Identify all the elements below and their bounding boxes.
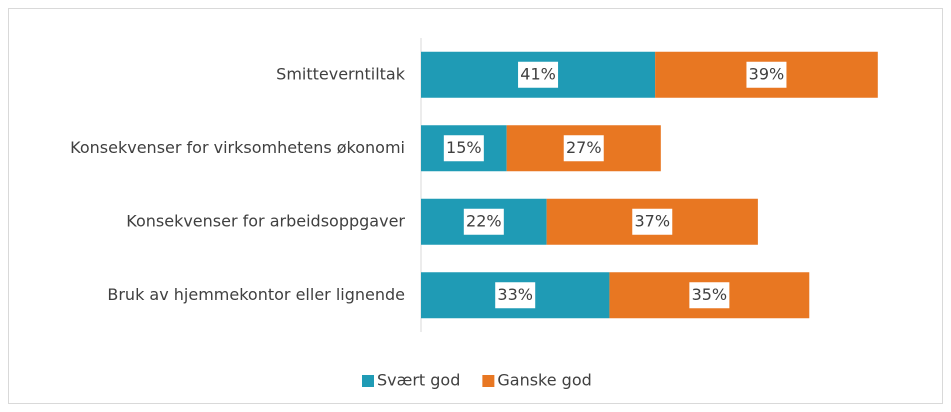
value-label-box xyxy=(495,282,536,309)
category-label: Konsekvenser for arbeidsoppgaver xyxy=(126,211,405,230)
value-label: 37% xyxy=(634,211,670,230)
value-label: 27% xyxy=(566,138,602,157)
category-label: Konsekvenser for virksomhetens økonomi xyxy=(70,138,405,157)
value-label: 35% xyxy=(692,285,728,304)
legend-swatch xyxy=(482,375,495,387)
value-label-box xyxy=(463,208,504,235)
value-label: 22% xyxy=(466,211,502,230)
value-label-box xyxy=(563,135,604,162)
value-label-box xyxy=(632,208,673,235)
value-label-box xyxy=(518,61,559,88)
value-label-box xyxy=(689,282,730,309)
value-label: 33% xyxy=(497,285,533,304)
legend-label: Svært god xyxy=(377,371,460,390)
value-label-box xyxy=(746,61,787,88)
legend-swatch xyxy=(362,375,374,387)
category-label: Bruk av hjemmekontor eller lignende xyxy=(107,285,405,304)
value-label: 39% xyxy=(749,64,785,83)
value-label: 41% xyxy=(520,64,556,83)
value-label: 15% xyxy=(446,138,482,157)
legend-label: Ganske god xyxy=(497,371,591,390)
category-label: Smitteverntiltak xyxy=(276,64,406,83)
value-label-box xyxy=(443,135,484,162)
